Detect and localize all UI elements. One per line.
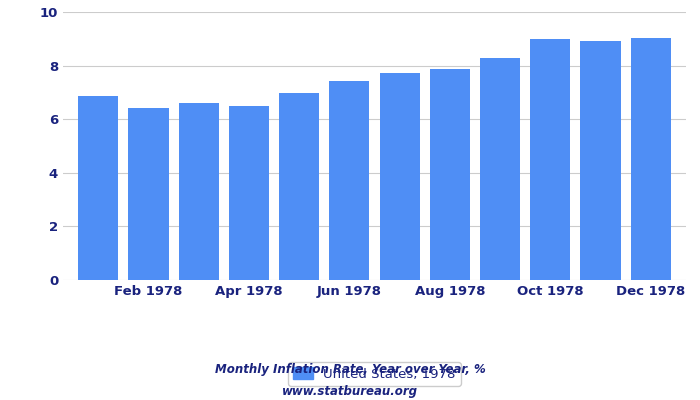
Text: Monthly Inflation Rate, Year over Year, %: Monthly Inflation Rate, Year over Year, … — [215, 364, 485, 376]
Bar — [631, 38, 671, 280]
Bar — [580, 41, 621, 280]
Bar — [329, 81, 370, 280]
Bar — [279, 93, 319, 280]
Bar — [379, 73, 420, 280]
Text: www.statbureau.org: www.statbureau.org — [282, 386, 418, 398]
Bar — [480, 58, 520, 280]
Bar — [229, 106, 269, 280]
Bar — [128, 108, 169, 280]
Bar — [430, 69, 470, 280]
Bar — [78, 96, 118, 280]
Legend: United States, 1978: United States, 1978 — [288, 362, 461, 386]
Bar — [178, 103, 219, 280]
Bar — [531, 39, 570, 280]
